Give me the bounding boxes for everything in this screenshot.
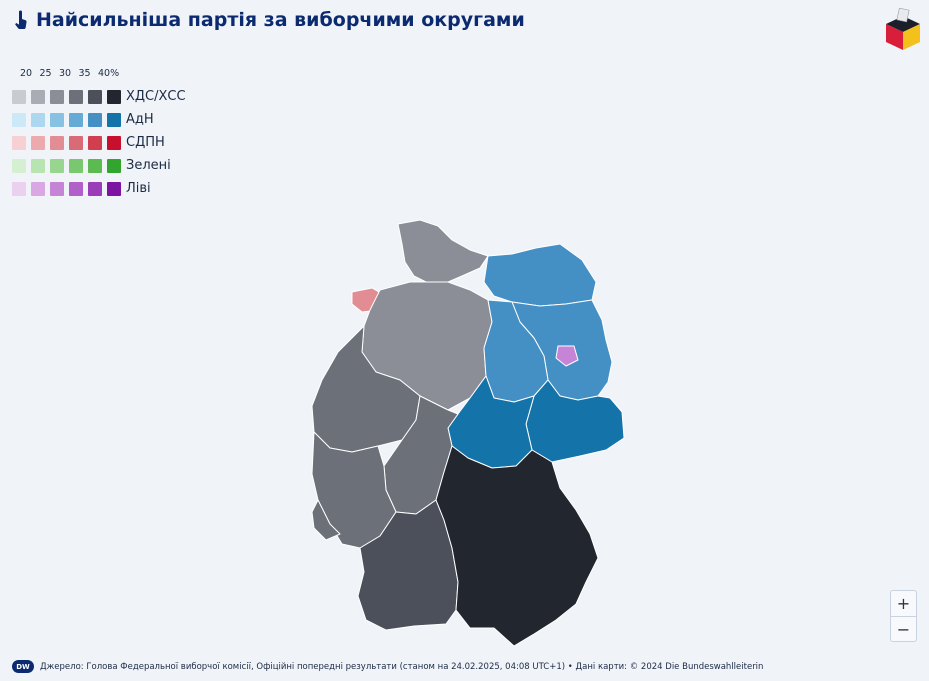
legend-swatch [12, 112, 26, 127]
title-text: Найсильніша партія за виборчими округами [36, 9, 525, 31]
legend-swatch [50, 158, 64, 173]
legend-rows: ХДС/ХСС АдН СДПН Зелені Ліві [12, 85, 186, 200]
legend-swatch [31, 158, 45, 173]
legend-label: Зелені [126, 158, 171, 173]
ballot-box-logo [886, 8, 920, 50]
legend-swatch [107, 158, 121, 173]
legend-swatch [69, 181, 83, 196]
legend-swatch [50, 181, 64, 196]
legend-swatch [31, 112, 45, 127]
legend-swatch [88, 158, 102, 173]
legend-swatch [12, 89, 26, 104]
region-saarland[interactable] [311, 499, 341, 541]
legend-swatch [31, 181, 45, 196]
dw-logo: DW [12, 660, 34, 673]
zoom-in-button[interactable]: + [891, 591, 916, 616]
legend-label: СДПН [126, 135, 165, 150]
legend-swatch [107, 89, 121, 104]
source-text: Джерело: Голова Федеральної виборчої ком… [40, 661, 764, 672]
legend-row: СДПН [12, 131, 186, 154]
legend-swatch [107, 181, 121, 196]
legend-row: АдН [12, 108, 186, 131]
legend-tick: 30 [59, 68, 72, 79]
page-title: Найсильніша партія за виборчими округами [14, 9, 525, 31]
zoom-control: + − [890, 590, 917, 642]
legend-swatch [69, 112, 83, 127]
legend-swatch [12, 135, 26, 150]
region-bavaria[interactable] [435, 445, 599, 647]
legend-swatch [88, 181, 102, 196]
pointer-hand-icon [15, 10, 27, 30]
legend-swatch [88, 112, 102, 127]
footer: DW Джерело: Голова Федеральної виборчої … [12, 660, 763, 673]
legend: 20 25 30 35 40% ХДС/ХСС АдН СДПН Зелені Ліві [12, 68, 186, 200]
legend-swatch [107, 112, 121, 127]
legend-row: Ліві [12, 177, 186, 200]
legend-swatch [107, 135, 121, 150]
legend-tick: 40% [98, 68, 120, 79]
legend-swatch [50, 89, 64, 104]
legend-tick: 20 [20, 68, 33, 79]
legend-swatch [12, 158, 26, 173]
legend-row: Зелені [12, 154, 186, 177]
legend-swatch [88, 89, 102, 104]
legend-swatch [31, 89, 45, 104]
legend-row: ХДС/ХСС [12, 85, 186, 108]
legend-swatch [50, 135, 64, 150]
legend-label: Ліві [126, 181, 151, 196]
legend-swatch [31, 135, 45, 150]
legend-swatch [69, 135, 83, 150]
legend-tick: 35 [78, 68, 91, 79]
legend-swatch [69, 158, 83, 173]
legend-tick: 25 [39, 68, 52, 79]
legend-swatch [69, 89, 83, 104]
zoom-out-button[interactable]: − [891, 616, 916, 641]
region-berlin[interactable] [555, 345, 579, 367]
legend-swatch [12, 181, 26, 196]
legend-label: АдН [126, 112, 154, 127]
region-schleswig-holstein[interactable] [397, 219, 489, 285]
legend-scale: 20 25 30 35 40% [20, 68, 186, 79]
legend-swatch [88, 135, 102, 150]
region-mecklenburg[interactable] [483, 243, 597, 307]
legend-label: ХДС/ХСС [126, 89, 186, 104]
legend-swatch [50, 112, 64, 127]
